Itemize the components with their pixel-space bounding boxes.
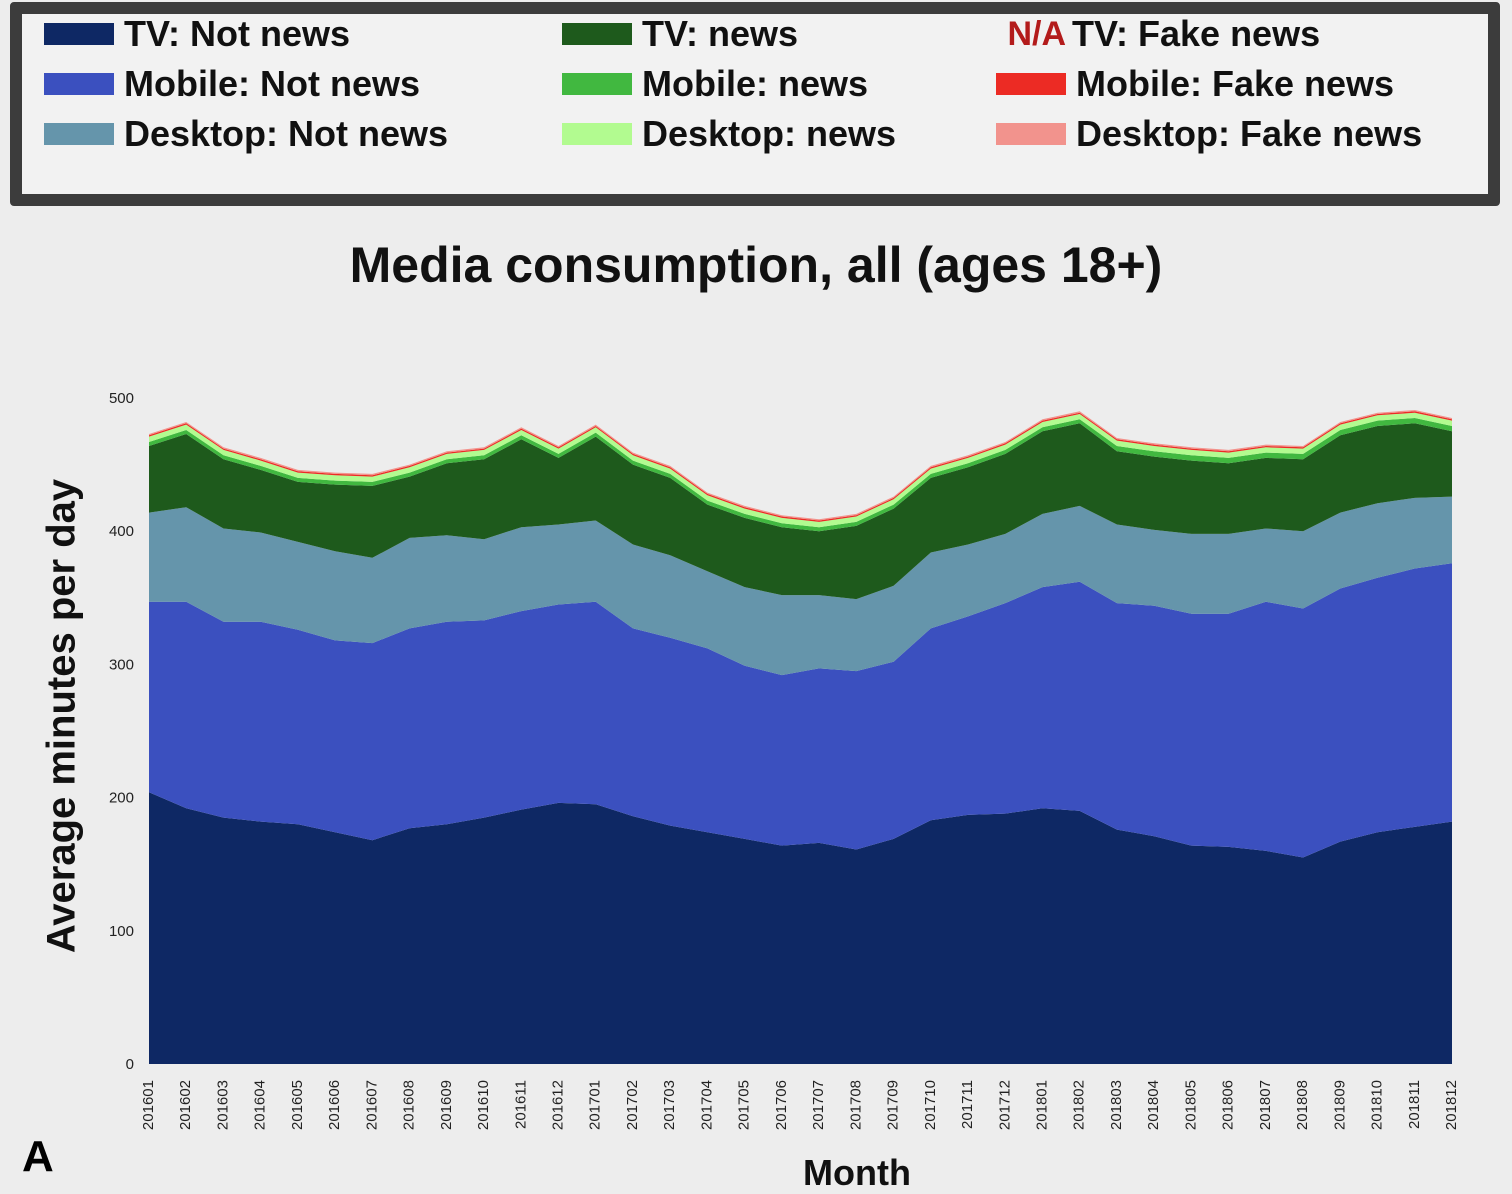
legend-label: Mobile: news xyxy=(642,63,869,104)
legend-label: TV: Fake news xyxy=(1072,13,1321,54)
x-tick-label: 201602 xyxy=(177,1080,194,1130)
x-tick-label: 201701 xyxy=(587,1080,604,1130)
legend-swatch xyxy=(996,123,1066,145)
x-tick-label: 201710 xyxy=(922,1080,939,1130)
y-tick-label: 0 xyxy=(126,1056,134,1073)
y-tick-label: 100 xyxy=(109,923,134,940)
x-tick-label: 201607 xyxy=(363,1080,380,1130)
x-tick-label: 201707 xyxy=(810,1080,827,1130)
x-tick-label: 201604 xyxy=(252,1080,269,1130)
x-tick-label: 201611 xyxy=(512,1080,529,1129)
area-series-6 xyxy=(149,411,1452,522)
legend-item: N/A TV: Fake news xyxy=(996,13,1320,55)
legend-swatch xyxy=(562,23,632,45)
x-tick-label: 201808 xyxy=(1294,1080,1311,1130)
legend-item: TV: news xyxy=(562,13,798,55)
x-tick-label: 201609 xyxy=(438,1080,455,1130)
y-tick-label: 400 xyxy=(109,523,134,540)
legend-item: Mobile: news xyxy=(562,63,868,105)
legend-item: Desktop: Not news xyxy=(44,113,448,155)
x-tick-label: 201803 xyxy=(1108,1080,1125,1130)
legend-swatch xyxy=(44,123,114,145)
y-tick-label: 500 xyxy=(109,390,134,407)
area-series-4 xyxy=(149,418,1452,532)
x-tick-label: 201802 xyxy=(1071,1080,1088,1130)
area-series-3 xyxy=(149,423,1452,600)
x-tick-label: 201706 xyxy=(773,1080,790,1130)
x-axis-label: Month xyxy=(803,1152,911,1193)
legend-label: Desktop: Fake news xyxy=(1076,113,1423,154)
x-tick-label: 201702 xyxy=(624,1080,641,1130)
chart-title: Media consumption, all (ages 18+) xyxy=(349,237,1163,293)
legend-swatch xyxy=(562,73,632,95)
x-tick-label: 201705 xyxy=(736,1080,753,1130)
legend-item: TV: Not news xyxy=(44,13,350,55)
x-tick-label: 201805 xyxy=(1182,1080,1199,1130)
x-tick-label: 201804 xyxy=(1145,1080,1162,1130)
x-tick-label: 201809 xyxy=(1331,1080,1348,1130)
legend-swatch xyxy=(996,73,1066,95)
x-tick-label: 201606 xyxy=(326,1080,343,1130)
area-series-5 xyxy=(149,412,1452,528)
x-tick-label: 201810 xyxy=(1368,1080,1385,1130)
x-tick-label: 201608 xyxy=(401,1080,418,1130)
x-tick-label: 201603 xyxy=(214,1080,231,1130)
legend-item: Desktop: news xyxy=(562,113,896,155)
x-tick-label: 201605 xyxy=(289,1080,306,1130)
legend-swatch xyxy=(44,73,114,95)
legend-na-text: N/A xyxy=(1007,15,1066,53)
area-series-2 xyxy=(149,496,1452,676)
x-tick-label: 201812 xyxy=(1443,1080,1460,1130)
legend-item: Mobile: Fake news xyxy=(996,63,1394,105)
legend-item: Mobile: Not news xyxy=(44,63,420,105)
area-series-0 xyxy=(149,792,1452,1064)
legend-label: Mobile: Fake news xyxy=(1076,63,1395,104)
x-tick-label: 201712 xyxy=(996,1080,1013,1130)
x-tick-label: 201612 xyxy=(549,1080,566,1130)
x-tick-label: 201709 xyxy=(885,1080,902,1130)
panel-letter: A xyxy=(22,1132,54,1181)
legend-label: TV: Not news xyxy=(124,13,351,54)
x-tick-label: 201801 xyxy=(1033,1080,1050,1130)
x-tick-label: 201704 xyxy=(698,1080,715,1130)
x-tick-label: 201601 xyxy=(140,1080,157,1130)
y-tick-label: 200 xyxy=(109,790,134,807)
legend-label: Desktop: news xyxy=(642,113,897,154)
area-series-1 xyxy=(149,563,1452,858)
legend-swatch xyxy=(562,123,632,145)
y-tick-label: 300 xyxy=(109,656,134,673)
x-tick-label: 201711 xyxy=(959,1080,976,1129)
legend: TV: Not news Mobile: Not news Desktop: Not… xyxy=(10,2,1500,206)
x-tick-label: 201806 xyxy=(1220,1080,1237,1130)
y-axis-label: Average minutes per day xyxy=(39,478,84,954)
legend-swatch xyxy=(44,23,114,45)
legend-label: TV: news xyxy=(642,13,799,54)
x-tick-label: 201703 xyxy=(661,1080,678,1130)
legend-item: Desktop: Fake news xyxy=(996,113,1422,155)
legend-label: Mobile: Not news xyxy=(124,63,420,104)
x-tick-label: 201807 xyxy=(1257,1080,1274,1130)
x-tick-label: 201811 xyxy=(1406,1080,1423,1129)
area-series-7 xyxy=(149,410,1452,521)
x-tick-label: 201708 xyxy=(847,1080,864,1130)
legend-label: Desktop: Not news xyxy=(124,113,449,154)
x-tick-label: 201610 xyxy=(475,1080,492,1130)
